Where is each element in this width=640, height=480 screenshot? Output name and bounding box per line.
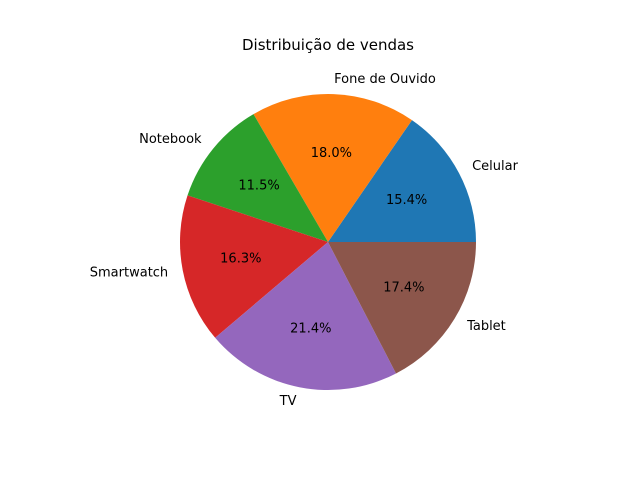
pct-label: 11.5% xyxy=(238,179,279,194)
pie-slices xyxy=(180,94,476,390)
pct-label: 15.4% xyxy=(386,193,427,208)
pct-label: 18.0% xyxy=(311,146,352,161)
pie-slice-tv xyxy=(215,242,397,390)
chart-title: Distribuição de vendas xyxy=(242,36,414,54)
pie-slice-smartwatch xyxy=(180,195,328,338)
slice-label: Celular xyxy=(472,159,519,174)
pie-slice-notebook xyxy=(187,114,328,242)
slice-labels: Celular Fone de Ouvido Notebook Smartwatch T… xyxy=(90,72,519,409)
percentage-labels: 15.4% 18.0% 11.5% 16.3% 21.4% 17.4% xyxy=(220,146,427,337)
pie-slice-celular xyxy=(328,120,476,242)
slice-label: Tablet xyxy=(466,319,506,334)
pie-slice-tablet xyxy=(328,242,476,374)
pct-label: 16.3% xyxy=(220,251,261,266)
slice-label: Fone de Ouvido xyxy=(334,72,436,87)
slice-label: TV xyxy=(279,394,297,409)
pie-slice-fone-de-ouvido xyxy=(253,94,412,243)
pct-label: 21.4% xyxy=(290,322,331,337)
pct-label: 17.4% xyxy=(383,281,424,296)
slice-label: Smartwatch xyxy=(90,266,168,281)
slice-label: Notebook xyxy=(139,132,202,147)
